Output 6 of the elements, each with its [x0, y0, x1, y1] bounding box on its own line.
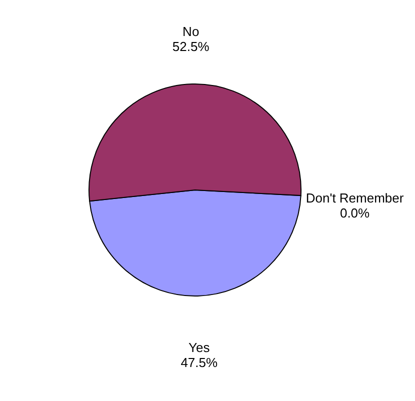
data-label: 47.5% [180, 354, 218, 370]
text: 0.0% [340, 205, 370, 220]
slice-label: Yes [188, 340, 210, 355]
slice-label: No [182, 24, 200, 40]
data-label: 52.5% [172, 39, 210, 54]
category-label: Don't Remember [306, 190, 404, 206]
